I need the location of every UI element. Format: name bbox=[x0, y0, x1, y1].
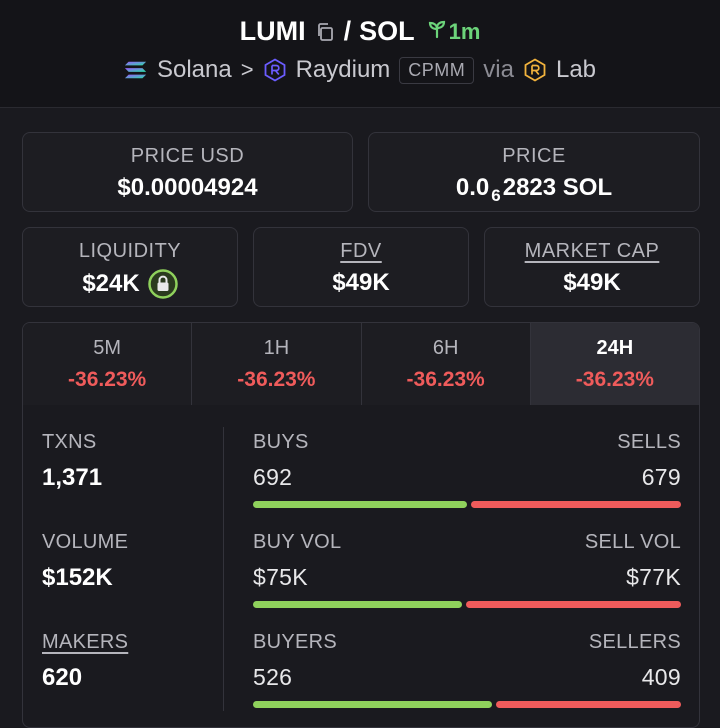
volume-stat: VOLUME $152K bbox=[42, 531, 128, 592]
raydium-icon bbox=[263, 58, 287, 82]
sell-vol-bar-fill bbox=[466, 601, 681, 608]
price-native-card: PRICE 0.0 6 2823 SOL bbox=[368, 132, 700, 212]
liquidity-label: LIQUIDITY bbox=[78, 240, 182, 262]
age-label: 1m bbox=[448, 18, 481, 44]
base-token: LUMI bbox=[239, 16, 306, 46]
buyers-sellers-bar bbox=[253, 701, 681, 708]
launchpad-link[interactable]: Lab bbox=[555, 56, 597, 83]
buy-vol-label: BUY VOL bbox=[253, 531, 342, 553]
tab-6h-change: -36.23% bbox=[406, 368, 485, 391]
price-native-value: 0.0 6 2823 SOL bbox=[369, 174, 699, 205]
sell-vol-label: SELL VOL bbox=[584, 531, 681, 553]
txns-value: 1,371 bbox=[42, 464, 103, 491]
volume-value: $152K bbox=[42, 564, 113, 591]
pair-header: LUMI / SOL 1m bbox=[0, 0, 720, 108]
liquidity-value-row: $24K bbox=[23, 269, 237, 299]
fdv-value: $49K bbox=[332, 269, 390, 296]
price-usd-label: PRICE USD bbox=[130, 145, 245, 167]
buys-bar-fill bbox=[253, 501, 467, 508]
volume-label: VOLUME bbox=[42, 531, 129, 553]
fdv-label[interactable]: FDV bbox=[340, 240, 382, 262]
sellers-label: SELLERS bbox=[588, 631, 681, 653]
market-cap-label[interactable]: MARKET CAP bbox=[524, 240, 660, 262]
buys-label: BUYS bbox=[253, 431, 309, 453]
buyers-value: 526 bbox=[253, 664, 293, 690]
price-native-label: PRICE bbox=[502, 145, 566, 167]
sellers-bar-fill bbox=[496, 701, 681, 708]
pair-path: Solana > Raydium CPMM via Lab bbox=[0, 56, 720, 84]
price-usd-value: $0.00004924 bbox=[117, 174, 258, 201]
buy-vol-value: $75K bbox=[253, 564, 308, 590]
sells-label: SELLS bbox=[617, 431, 681, 453]
tab-24h-label: 24H bbox=[596, 337, 634, 359]
lab-icon bbox=[523, 58, 547, 82]
buyers-label: BUYERS bbox=[253, 631, 338, 653]
sells-bar-fill bbox=[471, 501, 681, 508]
via-label: via bbox=[483, 56, 514, 83]
chevron-right-icon: > bbox=[240, 57, 254, 82]
sellers-value: 409 bbox=[641, 664, 681, 690]
tab-1h[interactable]: 1H -36.23% bbox=[192, 323, 362, 405]
tab-1h-change: -36.23% bbox=[237, 368, 316, 391]
tab-24h[interactable]: 24H -36.23% bbox=[530, 323, 699, 405]
buy-vol-bar-fill bbox=[253, 601, 462, 608]
sell-vol-value: $77K bbox=[626, 564, 681, 590]
lock-icon[interactable] bbox=[147, 269, 178, 299]
stats-divider bbox=[223, 427, 224, 711]
market-cap-value: $49K bbox=[563, 269, 621, 296]
buys-sells-stat: BUYS SELLS 692 679 bbox=[253, 431, 681, 508]
buyers-sellers-stat: BUYERS SELLERS 526 409 bbox=[253, 631, 681, 708]
buys-value: 692 bbox=[253, 464, 293, 490]
makers-value: 620 bbox=[42, 664, 83, 691]
pair-slash: / bbox=[343, 16, 352, 46]
quote-token: SOL bbox=[359, 16, 415, 46]
copy-icon[interactable] bbox=[314, 21, 336, 43]
price-suffix: 2823 SOL bbox=[502, 174, 613, 201]
fdv-card[interactable]: FDV $49K bbox=[253, 227, 469, 307]
sprout-icon bbox=[427, 19, 447, 45]
dex-link[interactable]: Raydium bbox=[295, 56, 391, 83]
tab-5m[interactable]: 5M -36.23% bbox=[23, 323, 193, 405]
pair-age: 1m bbox=[427, 18, 481, 45]
price-usd-card: PRICE USD $0.00004924 bbox=[22, 132, 353, 212]
tab-5m-change: -36.23% bbox=[68, 368, 147, 391]
txns-stat: TXNS 1,371 bbox=[42, 431, 102, 492]
price-prefix: 0.0 bbox=[455, 174, 490, 201]
buy-sell-volume-stat: BUY VOL SELL VOL $75K $77K bbox=[253, 531, 681, 608]
price-zero-count: 6 bbox=[491, 186, 501, 205]
solana-icon bbox=[124, 58, 148, 82]
pool-type-badge: CPMM bbox=[399, 56, 475, 84]
tab-1h-label: 1H bbox=[263, 337, 290, 359]
buys-sells-bar bbox=[253, 501, 681, 508]
tab-6h[interactable]: 6H -36.23% bbox=[361, 323, 531, 405]
chain-link[interactable]: Solana bbox=[156, 56, 232, 83]
timeframe-tabs: 5M -36.23% 1H -36.23% 6H -36.23% 24H -36… bbox=[22, 322, 700, 406]
sells-value: 679 bbox=[641, 464, 681, 490]
stats-panel: TXNS 1,371 VOLUME $152K MAKERS 620 BUYS … bbox=[22, 405, 700, 728]
liquidity-value: $24K bbox=[82, 270, 140, 297]
tab-24h-change: -36.23% bbox=[575, 368, 654, 391]
tab-5m-label: 5M bbox=[93, 337, 122, 359]
market-cap-card[interactable]: MARKET CAP $49K bbox=[484, 227, 700, 307]
makers-stat: MAKERS 620 bbox=[42, 631, 128, 692]
buyers-bar-fill bbox=[253, 701, 492, 708]
liquidity-card: LIQUIDITY $24K bbox=[22, 227, 238, 307]
tab-6h-label: 6H bbox=[432, 337, 459, 359]
buy-sell-volume-bar bbox=[253, 601, 681, 608]
pair-title: LUMI / SOL 1m bbox=[0, 16, 720, 47]
txns-label: TXNS bbox=[42, 431, 97, 453]
makers-label[interactable]: MAKERS bbox=[42, 631, 129, 653]
